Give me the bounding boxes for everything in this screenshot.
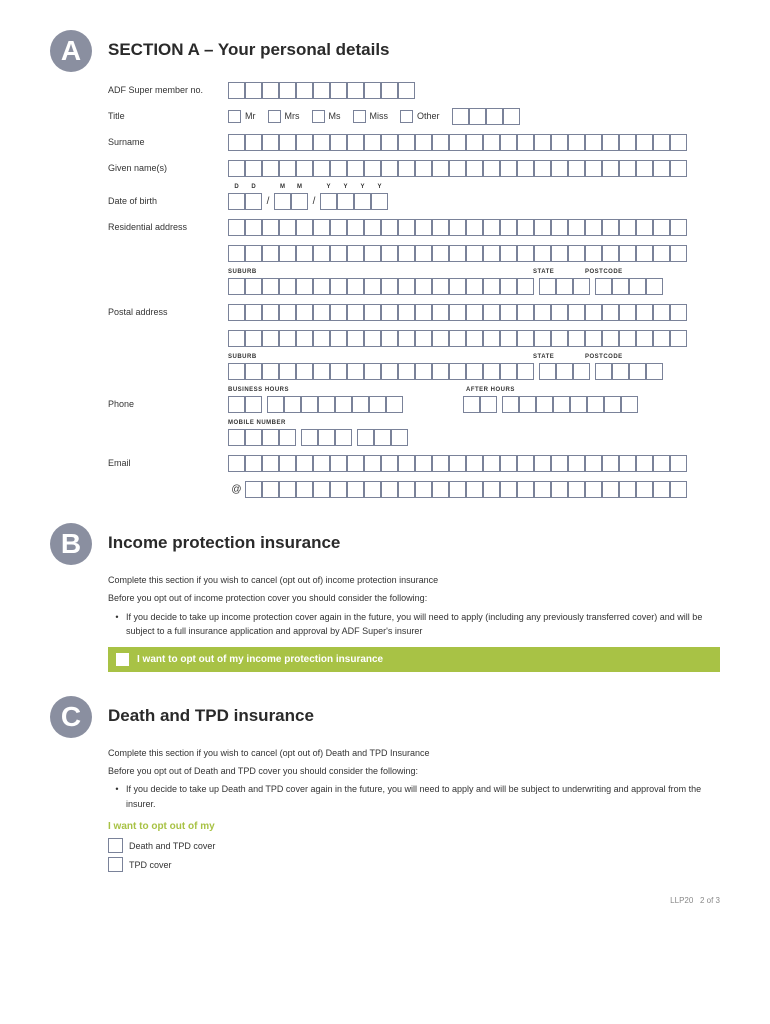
section-b-body: Complete this section if you wish to can… — [108, 573, 720, 672]
badge-b: B — [50, 523, 92, 565]
b-intro1: Complete this section if you wish to can… — [108, 573, 720, 587]
postal-line1[interactable] — [228, 304, 687, 321]
surname-boxes[interactable] — [228, 134, 687, 151]
section-a-title: SECTION A – Your personal details — [108, 30, 390, 60]
section-b-header: B Income protection insurance — [50, 523, 720, 565]
label-email: Email — [108, 458, 228, 468]
c-bullet1: •If you decide to take up Death and TPD … — [108, 782, 720, 811]
section-a-header: A SECTION A – Your personal details — [50, 30, 720, 72]
sublabel-postcode: POSTCODE — [585, 269, 720, 275]
email-line1[interactable] — [228, 455, 687, 472]
res-addr-line2[interactable] — [228, 245, 687, 262]
at-symbol: @ — [228, 484, 245, 495]
page-footer: LLP20 2 of 3 — [50, 896, 720, 905]
badge-a: A — [50, 30, 92, 72]
dob-hints: DD MM YYYY — [228, 184, 720, 190]
section-c-header: C Death and TPD insurance — [50, 696, 720, 738]
c-optout-heading: I want to opt out of my — [108, 821, 720, 832]
title-miss[interactable]: Miss — [353, 110, 389, 123]
title-ms[interactable]: Ms — [312, 110, 341, 123]
title-other-boxes[interactable] — [452, 108, 520, 125]
email-line2[interactable] — [245, 481, 687, 498]
label-phone: Phone — [108, 399, 228, 409]
section-c-title: Death and TPD insurance — [108, 696, 314, 726]
section-c-body: Complete this section if you wish to can… — [108, 746, 720, 873]
b-optout-label: I want to opt out of my income protectio… — [137, 654, 383, 665]
c-intro1: Complete this section if you wish to can… — [108, 746, 720, 760]
postal-suburb-boxes[interactable] — [228, 363, 663, 380]
badge-c: C — [50, 696, 92, 738]
sublabel-mobile: MOBILE NUMBER — [228, 420, 286, 426]
label-title: Title — [108, 111, 228, 121]
phone-after[interactable] — [463, 396, 638, 413]
c-intro2: Before you opt out of Death and TPD cove… — [108, 764, 720, 778]
dob-boxes[interactable]: // — [228, 193, 388, 210]
title-mr[interactable]: Mr — [228, 110, 256, 123]
sublabel-suburb: SUBURB — [228, 269, 533, 275]
b-optout-bar[interactable]: I want to opt out of my income protectio… — [108, 647, 720, 672]
label-postal: Postal address — [108, 307, 228, 317]
section-a-body: ADF Super member no. Title Mr Mrs Ms Mis… — [108, 80, 720, 499]
b-optout-checkbox[interactable] — [116, 653, 129, 666]
phone-mobile[interactable] — [228, 429, 408, 446]
sublabel-state: STATE — [533, 269, 585, 275]
label-surname: Surname — [108, 137, 228, 147]
sublabel-after: AFTER HOURS — [466, 387, 515, 393]
label-member-no: ADF Super member no. — [108, 85, 228, 95]
label-res-addr: Residential address — [108, 222, 228, 232]
b-intro2: Before you opt out of income protection … — [108, 591, 720, 605]
label-given: Given name(s) — [108, 163, 228, 173]
title-other[interactable]: Other — [400, 110, 440, 123]
section-b-title: Income protection insurance — [108, 523, 340, 553]
c-opt-tpd[interactable]: TPD cover — [108, 857, 720, 872]
b-bullet1: •If you decide to take up income protect… — [108, 610, 720, 639]
title-mrs[interactable]: Mrs — [268, 110, 300, 123]
c-opt-death-tpd[interactable]: Death and TPD cover — [108, 838, 720, 853]
given-boxes[interactable] — [228, 160, 687, 177]
postal-line2[interactable] — [228, 330, 687, 347]
label-dob: Date of birth — [108, 196, 228, 206]
member-no-boxes[interactable] — [228, 82, 415, 99]
phone-business[interactable] — [228, 396, 403, 413]
sublabel-business: BUSINESS HOURS — [228, 387, 466, 393]
res-suburb-boxes[interactable] — [228, 278, 663, 295]
res-addr-line1[interactable] — [228, 219, 687, 236]
